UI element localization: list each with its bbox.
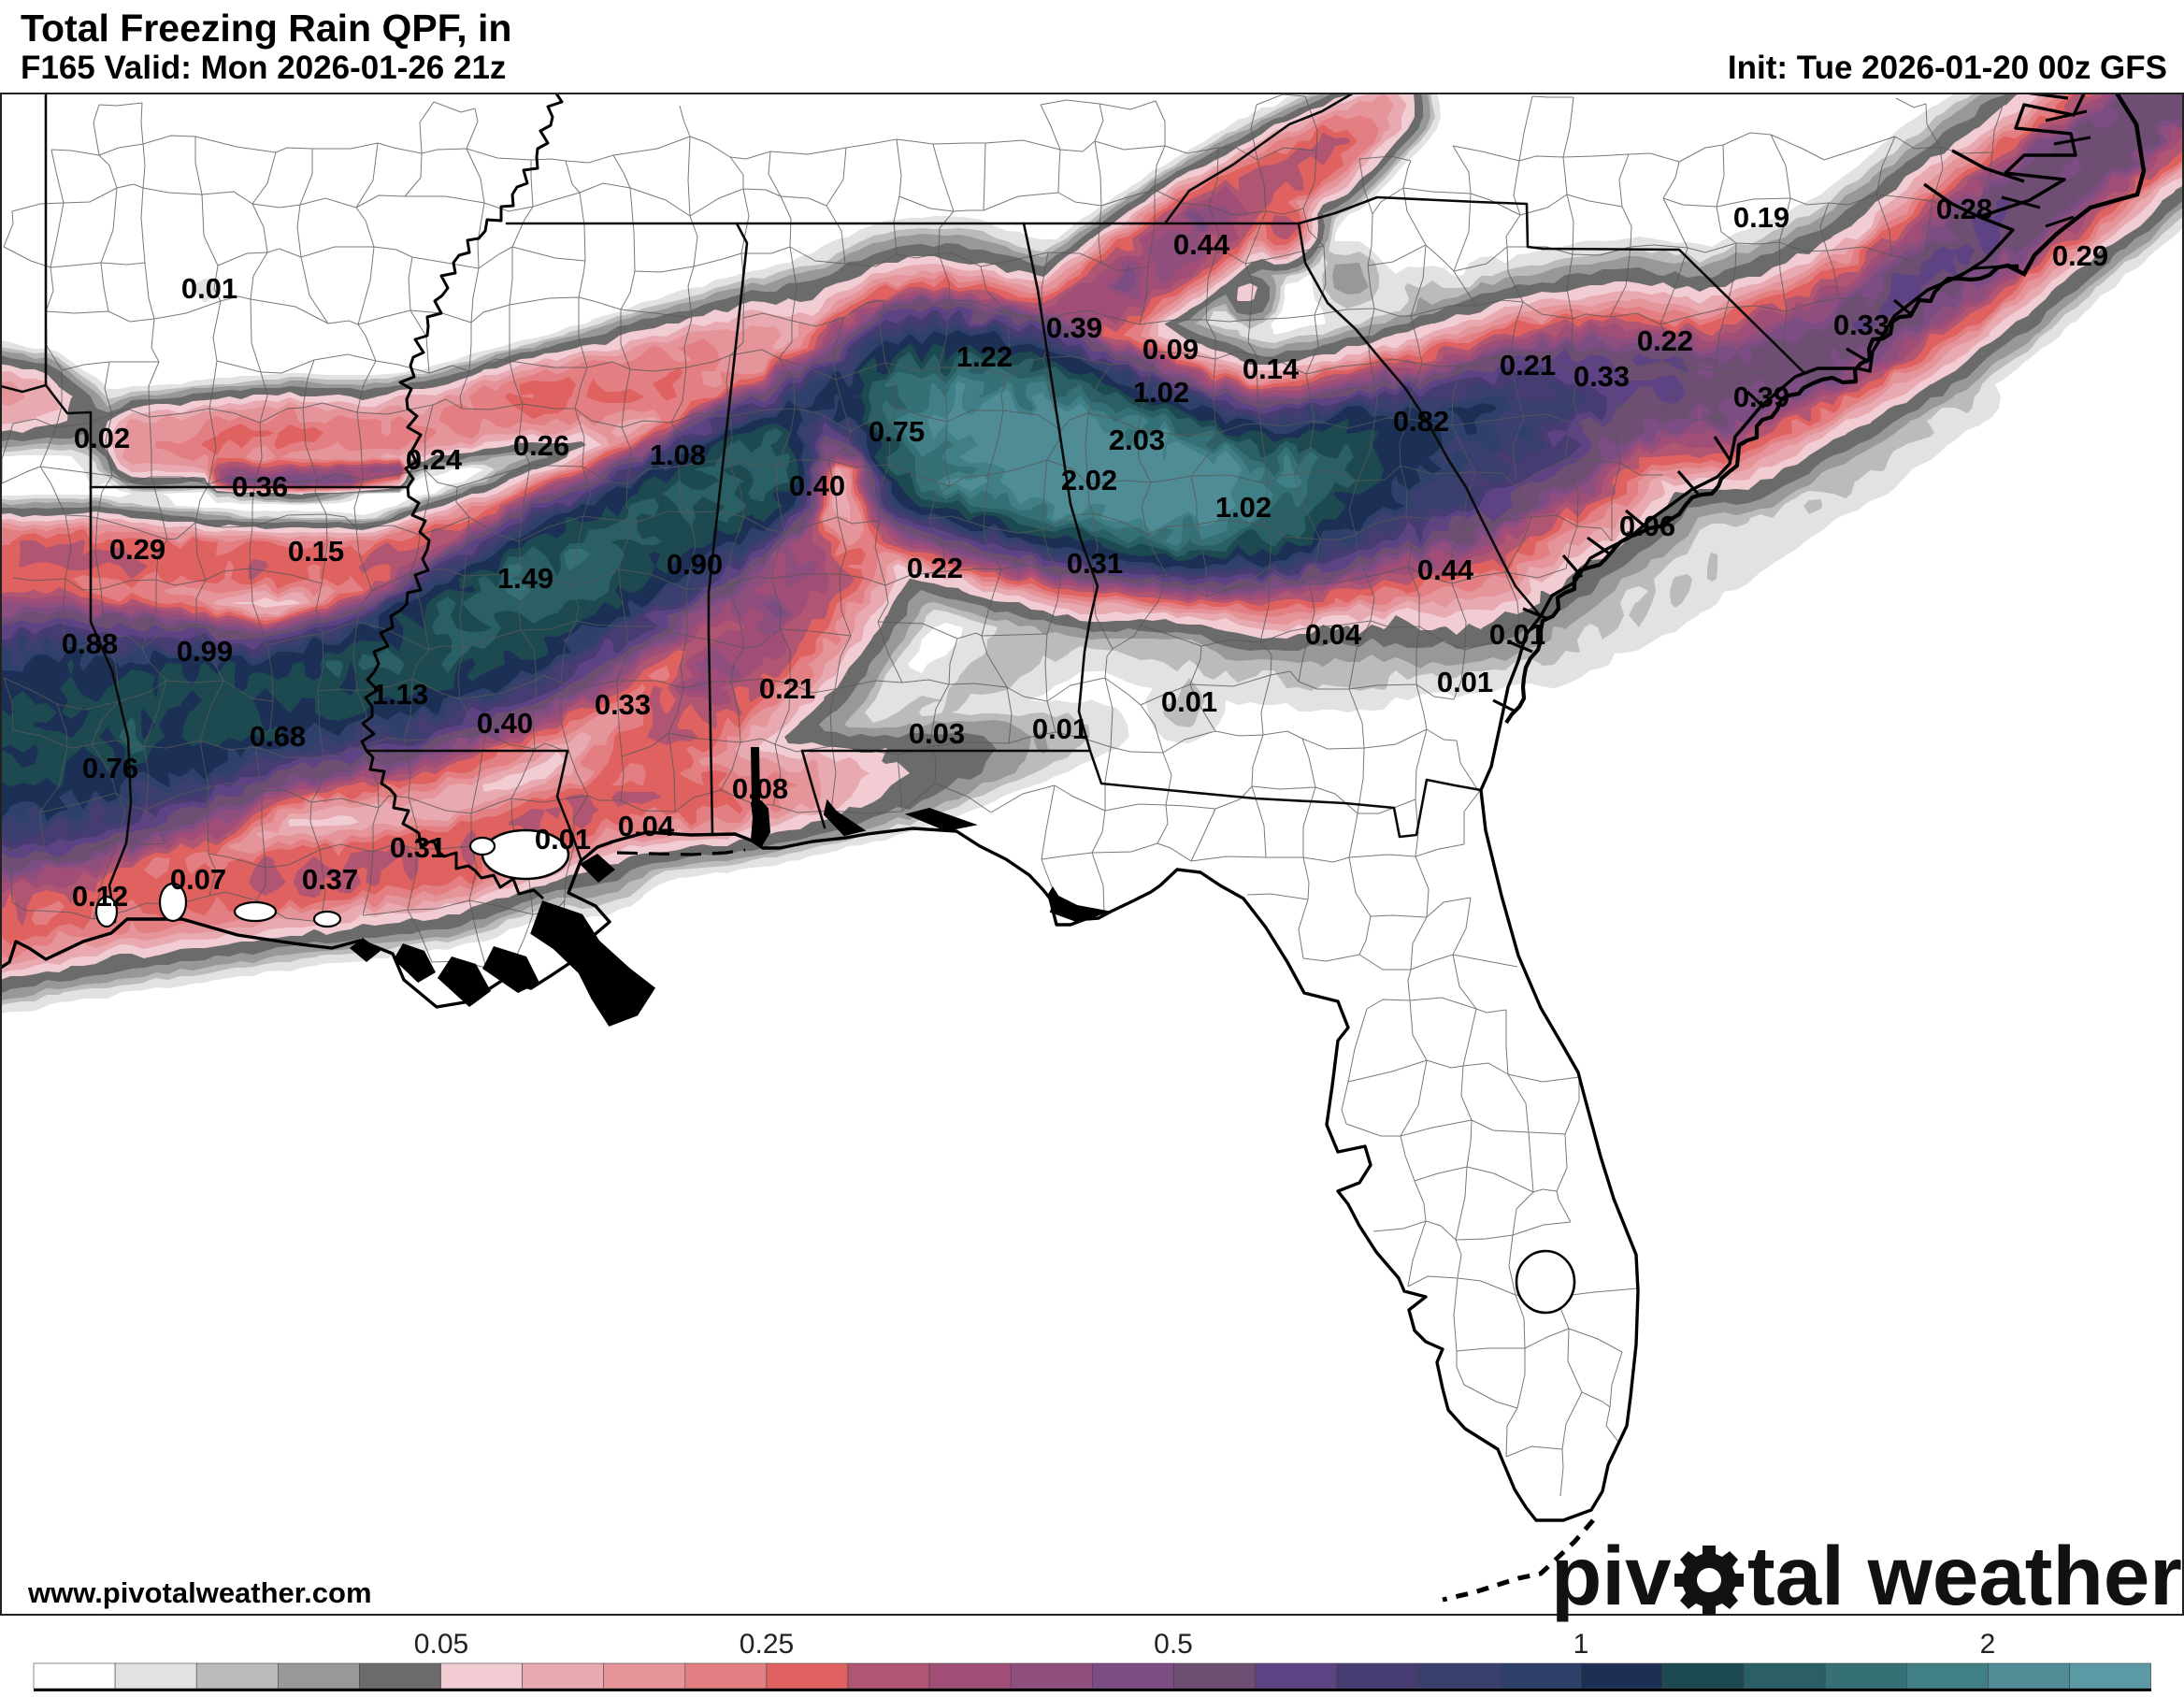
svg-text:0.06: 0.06: [1619, 510, 1675, 542]
svg-text:0.39: 0.39: [1733, 381, 1789, 413]
svg-text:0.04: 0.04: [1305, 618, 1362, 651]
svg-text:0.68: 0.68: [250, 720, 306, 753]
svg-text:0.12: 0.12: [72, 880, 128, 913]
svg-text:0.36: 0.36: [232, 470, 288, 503]
svg-text:0.37: 0.37: [302, 863, 358, 896]
svg-text:F165 Valid: Mon 2026-01-26 21z: F165 Valid: Mon 2026-01-26 21z: [21, 50, 506, 86]
svg-text:2: 2: [1980, 1629, 1996, 1660]
svg-text:Total Freezing Rain QPF, in: Total Freezing Rain QPF, in: [21, 7, 511, 50]
svg-text:2.02: 2.02: [1061, 464, 1117, 496]
svg-text:0.29: 0.29: [109, 533, 165, 566]
svg-text:0.05: 0.05: [414, 1629, 468, 1660]
svg-text:1: 1: [1573, 1629, 1589, 1660]
svg-text:0.04: 0.04: [618, 810, 675, 842]
svg-text:1.49: 1.49: [497, 562, 553, 595]
svg-text:0.75: 0.75: [869, 415, 925, 448]
svg-text:0.24: 0.24: [406, 443, 463, 476]
svg-text:0.14: 0.14: [1243, 352, 1300, 385]
svg-text:1.13: 1.13: [372, 678, 428, 711]
svg-text:0.19: 0.19: [1733, 201, 1789, 234]
svg-text:0.25: 0.25: [740, 1629, 794, 1660]
svg-text:0.22: 0.22: [1637, 324, 1693, 357]
svg-text:0.44: 0.44: [1173, 228, 1230, 261]
svg-text:0.01: 0.01: [1437, 666, 1493, 698]
svg-text:0.33: 0.33: [1573, 360, 1630, 393]
svg-text:0.15: 0.15: [288, 535, 344, 568]
svg-text:1.22: 1.22: [956, 340, 1013, 373]
svg-text:0.88: 0.88: [62, 627, 118, 660]
svg-text:1.02: 1.02: [1133, 376, 1189, 409]
svg-text:0.22: 0.22: [907, 552, 963, 584]
svg-text:0.31: 0.31: [390, 831, 446, 864]
svg-text:0.82: 0.82: [1393, 405, 1449, 438]
svg-text:0.21: 0.21: [759, 672, 815, 705]
svg-text:1.08: 1.08: [650, 439, 706, 471]
svg-text:0.08: 0.08: [732, 772, 788, 805]
svg-text:Init: Tue 2026-01-20 00z GFS: Init: Tue 2026-01-20 00z GFS: [1728, 50, 2167, 86]
svg-text:0.40: 0.40: [789, 469, 845, 502]
svg-text:0.01: 0.01: [181, 272, 237, 305]
svg-text:0.01: 0.01: [1489, 618, 1545, 651]
svg-text:0.76: 0.76: [82, 752, 138, 784]
svg-text:0.26: 0.26: [513, 429, 569, 462]
svg-text:1.02: 1.02: [1215, 491, 1272, 524]
svg-text:0.03: 0.03: [909, 717, 965, 750]
svg-text:0.40: 0.40: [477, 707, 533, 740]
svg-text:0.5: 0.5: [1154, 1629, 1193, 1660]
svg-text:0.02: 0.02: [74, 422, 130, 454]
svg-text:0.39: 0.39: [1046, 311, 1102, 344]
svg-text:0.33: 0.33: [1833, 309, 1889, 341]
svg-text:0.21: 0.21: [1500, 349, 1556, 381]
svg-text:0.28: 0.28: [1936, 193, 1992, 225]
svg-text:0.01: 0.01: [1161, 685, 1217, 718]
svg-text:2.03: 2.03: [1109, 424, 1165, 456]
svg-text:www.pivotalweather.com: www.pivotalweather.com: [27, 1576, 372, 1609]
svg-text:0.07: 0.07: [170, 863, 226, 896]
svg-text:0.09: 0.09: [1142, 333, 1199, 366]
svg-text:0.29: 0.29: [2052, 239, 2108, 272]
svg-text:0.01: 0.01: [535, 823, 591, 856]
svg-text:0.33: 0.33: [595, 688, 651, 721]
svg-text:0.01: 0.01: [1032, 712, 1088, 745]
svg-text:tal weather: tal weather: [1747, 1529, 2182, 1622]
svg-text:0.90: 0.90: [667, 548, 723, 581]
svg-text:0.99: 0.99: [177, 635, 233, 668]
svg-text:0.44: 0.44: [1417, 554, 1474, 586]
svg-text:0.31: 0.31: [1067, 547, 1123, 580]
svg-text:piv: piv: [1551, 1529, 1672, 1622]
